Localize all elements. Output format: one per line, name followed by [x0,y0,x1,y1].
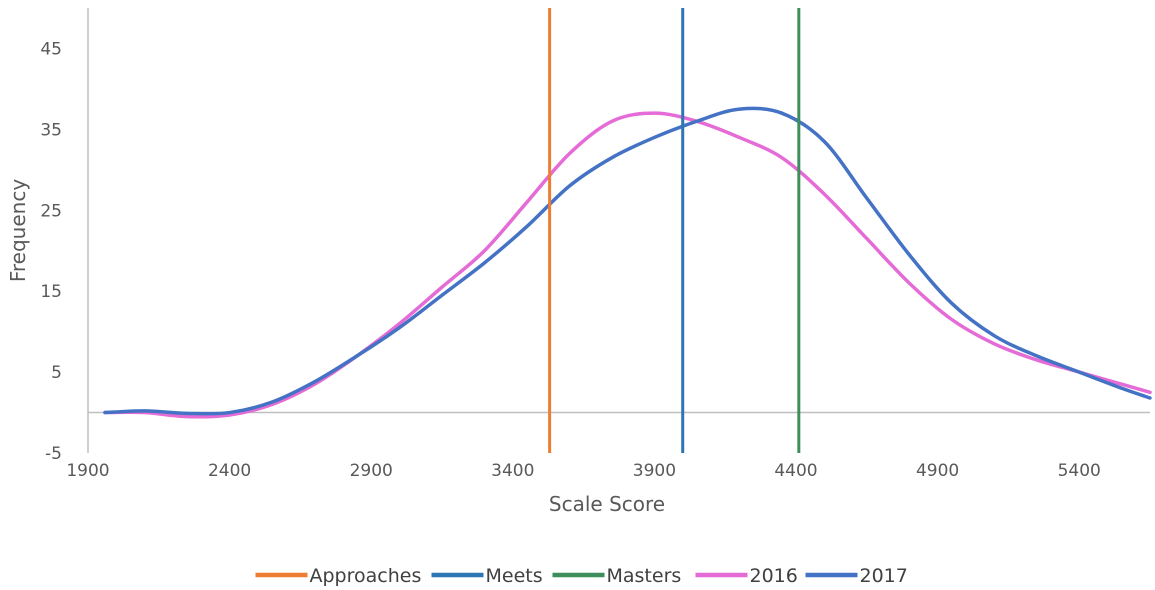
series-line-2017 [103,106,1152,416]
legend: Approaches Meets Masters 2016 2017 [255,565,908,587]
legend-label: Masters [607,565,682,587]
y-tick-label: -5 [45,444,62,464]
legend-item-approaches: Approaches [255,565,422,587]
legend-label: Approaches [310,565,422,587]
x-tick-label: 3900 [633,461,676,481]
y-axis-title: Frequency [6,179,30,282]
tick-labels: -5 5 15 25 35 45 1900 2400 2900 3400 3900 4400 4900 5… [40,39,1100,481]
x-tick-label: 2400 [208,461,251,481]
legend-item-meets: Meets [431,565,543,587]
legend-item-masters: Masters [552,565,682,587]
y-tick-label: 45 [40,39,62,59]
legend-item-2017: 2017 [805,565,908,587]
series-layer [103,106,1152,419]
y-tick-label: 35 [40,120,62,140]
legend-label: 2016 [750,565,798,587]
y-tick-label: 5 [51,363,62,383]
legend-item-2016: 2016 [695,565,798,587]
x-tick-label: 1900 [66,461,109,481]
x-tick-label: 3400 [491,461,534,481]
axes [87,8,1150,453]
y-tick-label: 25 [40,201,62,221]
legend-label: 2017 [860,565,908,587]
reference-lines [548,8,801,453]
x-axis-title: Scale Score [549,492,665,516]
x-tick-label: 2900 [350,461,393,481]
legend-label: Meets [486,565,543,587]
x-tick-label: 4400 [774,461,817,481]
series-line-2016 [103,111,1152,419]
x-tick-label: 5400 [1058,461,1101,481]
x-tick-label: 4900 [916,461,959,481]
y-tick-label: 15 [40,282,62,302]
